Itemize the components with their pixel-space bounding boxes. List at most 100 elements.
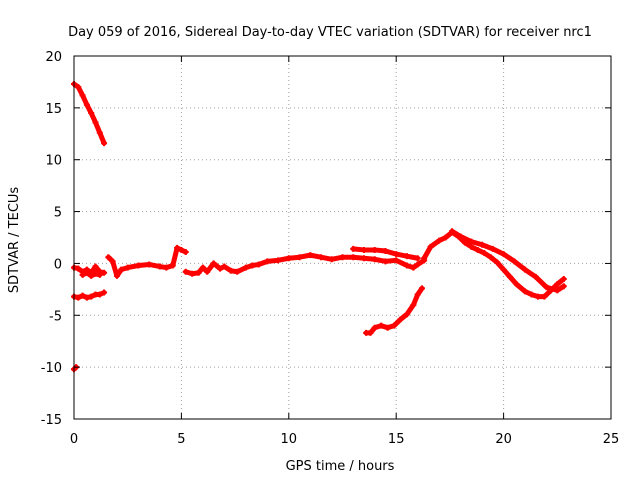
series-line xyxy=(421,229,567,300)
data-point xyxy=(410,301,417,308)
grid-lines xyxy=(74,56,611,419)
chart-title: Day 059 of 2016, Sidereal Day-to-day VTE… xyxy=(68,25,592,40)
data-point xyxy=(163,264,170,271)
data-point xyxy=(350,245,357,252)
data-point xyxy=(92,263,99,270)
data-point xyxy=(118,266,125,273)
data-point xyxy=(436,237,443,244)
data-point xyxy=(156,263,163,270)
data-point xyxy=(174,244,181,251)
data-point xyxy=(360,246,367,253)
data-point xyxy=(378,322,385,329)
data-point xyxy=(468,243,475,250)
data-point xyxy=(234,268,241,275)
x-tick-label: 0 xyxy=(70,432,78,447)
data-point xyxy=(468,238,475,245)
data-point xyxy=(83,294,90,301)
data-point xyxy=(367,329,374,336)
data-point xyxy=(113,272,120,279)
x-tick-label: 10 xyxy=(281,432,298,447)
y-tick-label: 10 xyxy=(45,154,62,169)
data-point xyxy=(391,322,398,329)
data-point xyxy=(101,289,108,296)
data-point xyxy=(242,264,249,271)
data-point xyxy=(554,281,561,288)
data-point xyxy=(421,255,428,262)
data-point xyxy=(135,262,142,269)
y-tick-label: -10 xyxy=(41,361,62,376)
data-point xyxy=(457,233,464,240)
data-point xyxy=(275,257,282,264)
data-point xyxy=(449,228,456,235)
data-point xyxy=(393,257,400,264)
data-point xyxy=(199,264,206,271)
data-point xyxy=(403,262,410,269)
data-point xyxy=(88,293,95,300)
y-tick-label: 20 xyxy=(45,50,62,65)
data-point xyxy=(371,324,378,331)
data-point xyxy=(403,311,410,318)
data-point xyxy=(296,254,303,261)
data-point xyxy=(75,294,82,301)
series-early-descending xyxy=(71,81,108,147)
plot-frame xyxy=(73,55,612,420)
x-tick-label: 20 xyxy=(495,432,512,447)
data-point xyxy=(249,262,256,269)
data-point xyxy=(489,245,496,252)
data-point xyxy=(182,249,189,256)
data-point xyxy=(418,285,425,292)
data-point xyxy=(169,262,176,269)
data-point xyxy=(513,281,520,288)
data-point xyxy=(393,251,400,258)
y-axis-label: SDTVAR / TECUs xyxy=(7,187,22,294)
data-point xyxy=(88,272,95,279)
data-point xyxy=(146,261,153,268)
data-point xyxy=(221,263,228,270)
data-point xyxy=(528,291,535,298)
data-point xyxy=(88,110,95,117)
y-tick-label: 0 xyxy=(54,257,62,272)
x-axis-label: GPS time / hours xyxy=(286,459,395,474)
data-point xyxy=(479,241,486,248)
data-point xyxy=(541,293,548,300)
data-point xyxy=(560,275,567,282)
series-main-trace-d xyxy=(182,252,428,277)
data-point xyxy=(195,269,202,276)
data-point xyxy=(217,265,224,272)
data-point xyxy=(227,267,234,274)
data-point xyxy=(307,252,314,259)
data-point xyxy=(474,246,481,253)
data-point xyxy=(285,255,292,262)
data-point xyxy=(554,287,561,294)
series-main-trace-e xyxy=(350,245,421,262)
series-main-trace-b xyxy=(79,269,103,279)
data-point xyxy=(522,266,529,273)
data-point xyxy=(414,255,421,262)
data-point xyxy=(534,293,541,300)
data-point xyxy=(543,284,550,291)
data-point xyxy=(79,271,86,278)
data-point xyxy=(255,261,262,268)
data-point xyxy=(532,273,539,280)
data-point xyxy=(442,234,449,241)
data-point xyxy=(382,258,389,265)
data-point xyxy=(101,269,108,276)
y-tick-label: 15 xyxy=(45,102,62,117)
series-main-trace-c xyxy=(105,244,189,279)
data-point xyxy=(79,92,86,99)
data-point xyxy=(75,84,82,91)
data-point xyxy=(403,253,410,260)
data-point xyxy=(427,243,434,250)
data-point xyxy=(384,324,391,331)
data-point xyxy=(397,316,404,323)
data-point xyxy=(414,291,421,298)
data-point xyxy=(328,256,335,263)
data-point xyxy=(318,254,325,261)
data-point xyxy=(414,261,421,268)
data-point xyxy=(507,273,514,280)
data-point xyxy=(500,266,507,273)
data-point xyxy=(101,140,108,147)
axis-ticks: 0 5 10 15 20 25 -15 -10 -5 0 5 10 15 20 xyxy=(41,50,620,447)
